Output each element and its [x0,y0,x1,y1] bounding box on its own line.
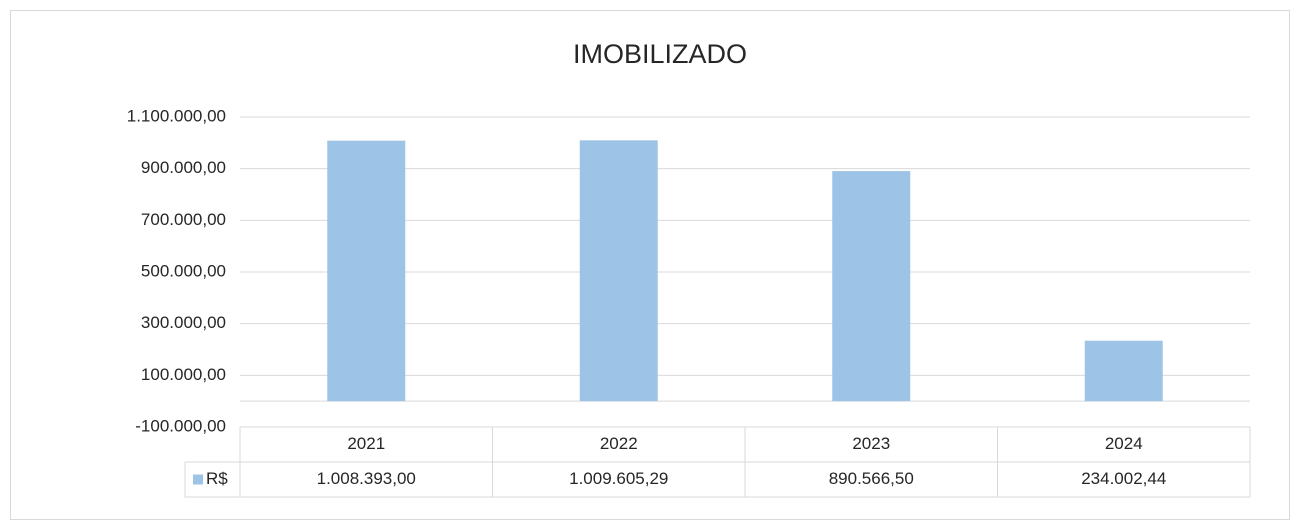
x-tick-label: 2023 [852,434,890,453]
y-tick-label: 1.100.000,00 [127,106,226,125]
y-tick-label: 100.000,00 [141,365,226,384]
x-tick-label: 2024 [1105,434,1143,453]
y-tick-label: 700.000,00 [141,210,226,229]
legend-key [193,474,203,485]
data-table-value: 890.566,50 [829,469,914,488]
data-table-value: 1.008.393,00 [317,469,416,488]
bar [327,140,406,402]
x-tick-label: 2022 [600,434,638,453]
y-tick-label: 300.000,00 [141,313,226,332]
data-table-value: 1.009.605,29 [569,469,668,488]
bar [832,171,911,402]
y-tick-label: 500.000,00 [141,261,226,280]
y-tick-label: 900.000,00 [141,158,226,177]
legend-label: R$ [206,469,228,488]
x-tick-label: 2021 [347,434,385,453]
bar [579,140,658,402]
y-tick-label: -100.000,00 [135,416,226,435]
bar [1084,340,1163,402]
chart-title: IMOBILIZADO [573,39,747,69]
data-table-value: 234.002,44 [1081,469,1166,488]
